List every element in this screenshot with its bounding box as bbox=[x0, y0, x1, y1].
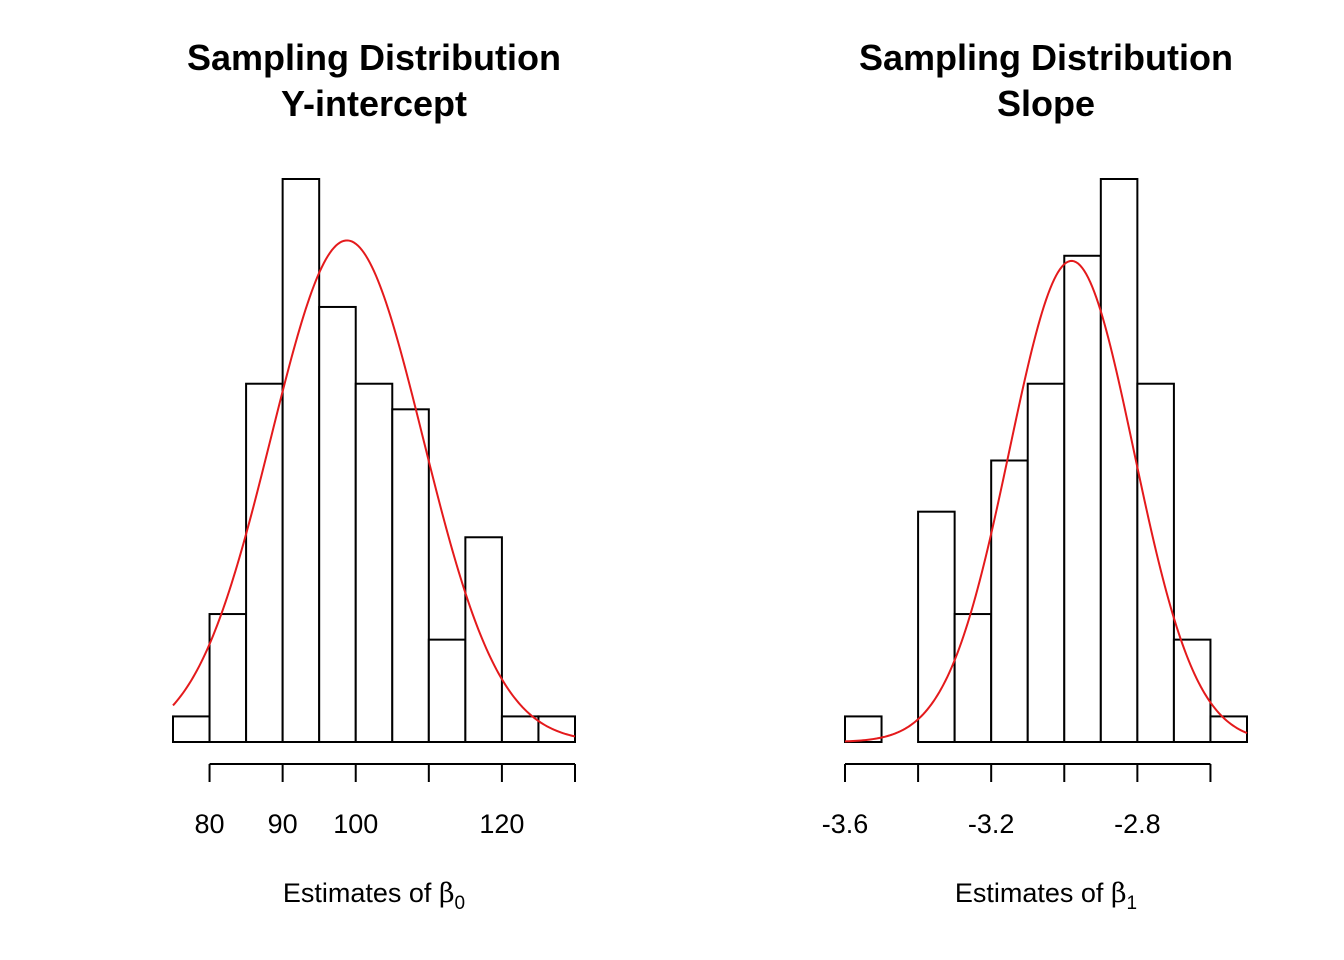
x-tick-label: 80 bbox=[195, 809, 225, 839]
normal-density-curve bbox=[172, 239, 576, 738]
histogram-bar bbox=[1026, 382, 1066, 743]
x-tick-label: 100 bbox=[333, 809, 378, 839]
beta-symbol: β bbox=[1111, 878, 1127, 909]
panel-slope: Sampling Distribution Slope -3.6 -3.2 -2.8… bbox=[822, 37, 1249, 914]
beta-symbol: β bbox=[439, 878, 455, 909]
histogram-bar bbox=[245, 382, 284, 743]
histogram-bar bbox=[990, 459, 1029, 743]
chart-title-line-2: Slope bbox=[997, 83, 1095, 124]
chart-title-line-2: Y-intercept bbox=[281, 83, 467, 124]
histogram-bar bbox=[1172, 638, 1212, 743]
histogram-bar bbox=[1209, 715, 1249, 744]
histogram-bar bbox=[427, 638, 467, 743]
x-tick-label: -3.6 bbox=[822, 809, 869, 839]
panel-y-intercept: Sampling Distribution Y-intercept 80 90 10… bbox=[172, 37, 576, 914]
histogram-bar bbox=[281, 178, 321, 743]
x-axis-label-subscript: 0 bbox=[455, 893, 466, 914]
histogram-bar bbox=[500, 715, 540, 744]
x-tick-label: -2.8 bbox=[1114, 809, 1161, 839]
histogram-bar bbox=[208, 613, 248, 744]
histogram-bar bbox=[172, 715, 211, 744]
x-tick-label: 120 bbox=[479, 809, 524, 839]
histogram-bar bbox=[318, 305, 357, 743]
x-axis-label-prefix: Estimates of bbox=[955, 878, 1111, 908]
histogram-bar bbox=[1136, 382, 1175, 743]
histogram-bar bbox=[537, 715, 576, 744]
histogram-bars bbox=[844, 178, 1249, 744]
histogram-bar bbox=[953, 613, 993, 744]
chart-title-line-1: Sampling Distribution bbox=[859, 37, 1233, 78]
histogram-bar bbox=[844, 715, 883, 744]
x-axis-label-subscript: 1 bbox=[1127, 893, 1138, 914]
x-axis: -3.6 -3.2 -2.8 bbox=[822, 763, 1212, 839]
histogram-bar bbox=[1099, 178, 1139, 743]
x-axis-label-prefix: Estimates of bbox=[283, 878, 439, 908]
histogram-bar bbox=[917, 510, 956, 743]
normal-density-curve bbox=[844, 259, 1248, 743]
x-axis-label: Estimates of β1 bbox=[955, 878, 1137, 914]
histogram-bar bbox=[1063, 254, 1102, 743]
histogram-bar bbox=[464, 536, 503, 743]
x-tick-label: 90 bbox=[268, 809, 298, 839]
histogram-bar bbox=[354, 382, 394, 743]
x-tick-label: -3.2 bbox=[968, 809, 1015, 839]
histogram-bar bbox=[391, 408, 430, 743]
x-axis: 80 90 100 120 bbox=[195, 763, 576, 839]
chart-title-line-1: Sampling Distribution bbox=[187, 37, 561, 78]
x-axis-label: Estimates of β0 bbox=[283, 878, 465, 914]
histogram-bars bbox=[172, 178, 576, 744]
